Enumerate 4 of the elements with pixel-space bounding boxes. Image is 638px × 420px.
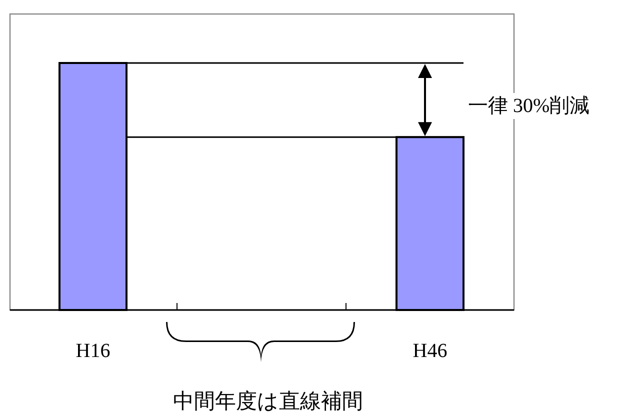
x-tick-label: H46 xyxy=(412,340,448,362)
text: 中間年度は直線補間 xyxy=(173,389,363,413)
x-tick-label: H16 xyxy=(76,340,110,362)
annotation: 一律 30%削減 xyxy=(468,95,590,117)
